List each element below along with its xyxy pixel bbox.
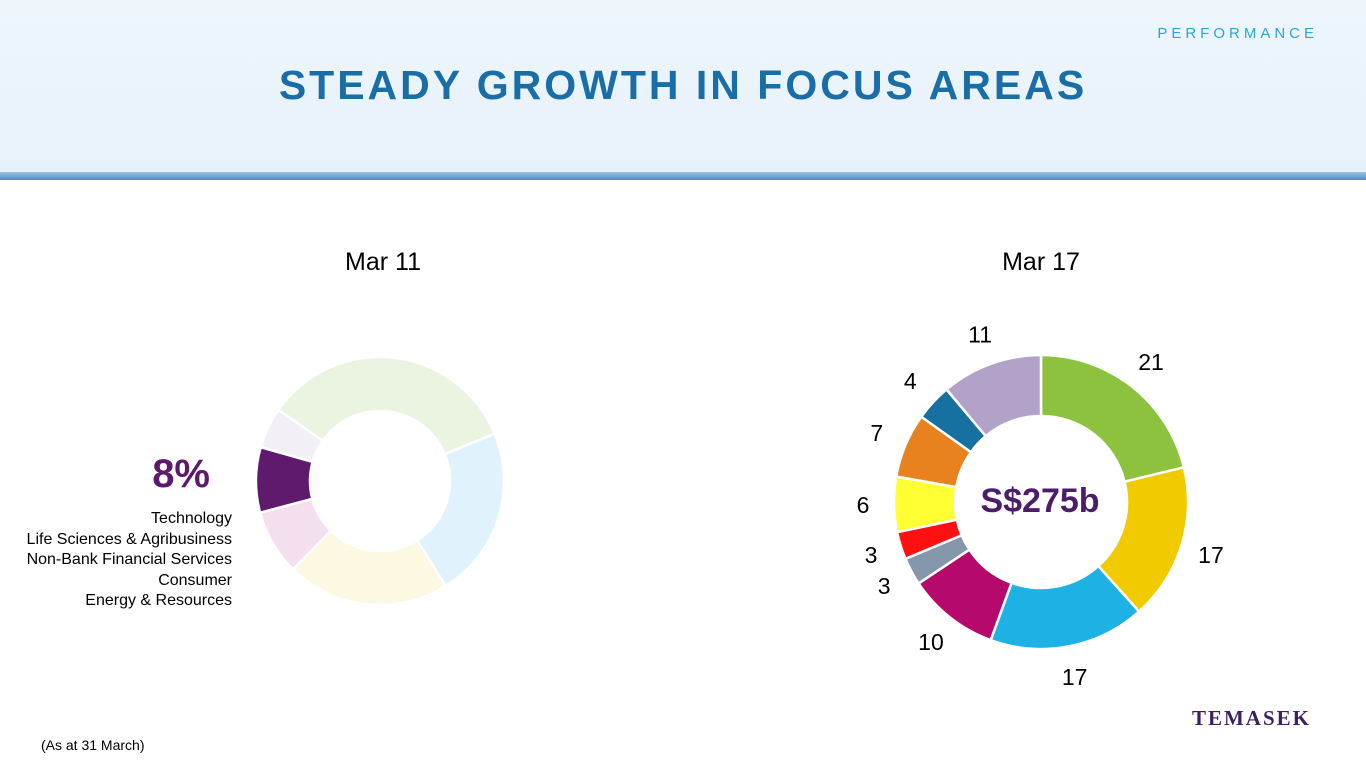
category-technology: Technology	[151, 510, 232, 527]
mar17-slice-label-5: 3	[865, 542, 878, 568]
temasek-logo: TEMASEK	[1191, 706, 1311, 730]
mar17-slice-label-7: 7	[870, 420, 883, 446]
mar17-slice-label-4: 3	[878, 573, 891, 599]
mar17-slice-9	[944, 353, 1043, 438]
mar17-slice-0	[1039, 353, 1186, 484]
section-tag: PERFORMANCE	[1157, 25, 1318, 42]
chart-title-mar11: Mar 11	[345, 248, 421, 276]
chart-title-mar17: Mar 17	[1002, 248, 1080, 276]
footnote: (As at 31 March)	[41, 737, 145, 753]
mar17-slice-label-6: 6	[857, 492, 870, 518]
mar17-slice-label-8: 4	[904, 368, 917, 394]
mar17-slice-label-3: 10	[918, 629, 944, 655]
donut-mar17	[892, 353, 1190, 651]
category-list: Technology Life Sciences & Agribusiness …	[0, 509, 232, 612]
category-energy-resources: Energy & Resources	[85, 592, 232, 609]
highlight-percent: 8%	[152, 452, 210, 496]
mar11-slice-0	[276, 355, 497, 456]
header-band	[0, 0, 1366, 172]
mar11-slice-5	[259, 408, 325, 464]
mar17-slice-label-0: 21	[1138, 349, 1164, 375]
donut-mar17-labels: 21 17 17 10 33 6 74 11	[857, 322, 1224, 690]
header-divider	[0, 172, 1366, 180]
portfolio-total: S$275b	[980, 482, 1100, 520]
mar17-slice-label-9: 11	[968, 322, 992, 348]
page-title: STEADY GROWTH IN FOCUS AREAS	[278, 62, 1088, 108]
mar17-slice-label-1: 17	[1198, 542, 1224, 568]
category-life-sciences: Life Sciences & Agribusiness	[26, 530, 232, 548]
category-consumer: Consumer	[158, 571, 232, 589]
donut-mar11	[254, 355, 506, 607]
category-non-bank-financial: Non-Bank Financial Services	[26, 551, 232, 568]
mar17-slice-label-2: 17	[1062, 664, 1088, 690]
